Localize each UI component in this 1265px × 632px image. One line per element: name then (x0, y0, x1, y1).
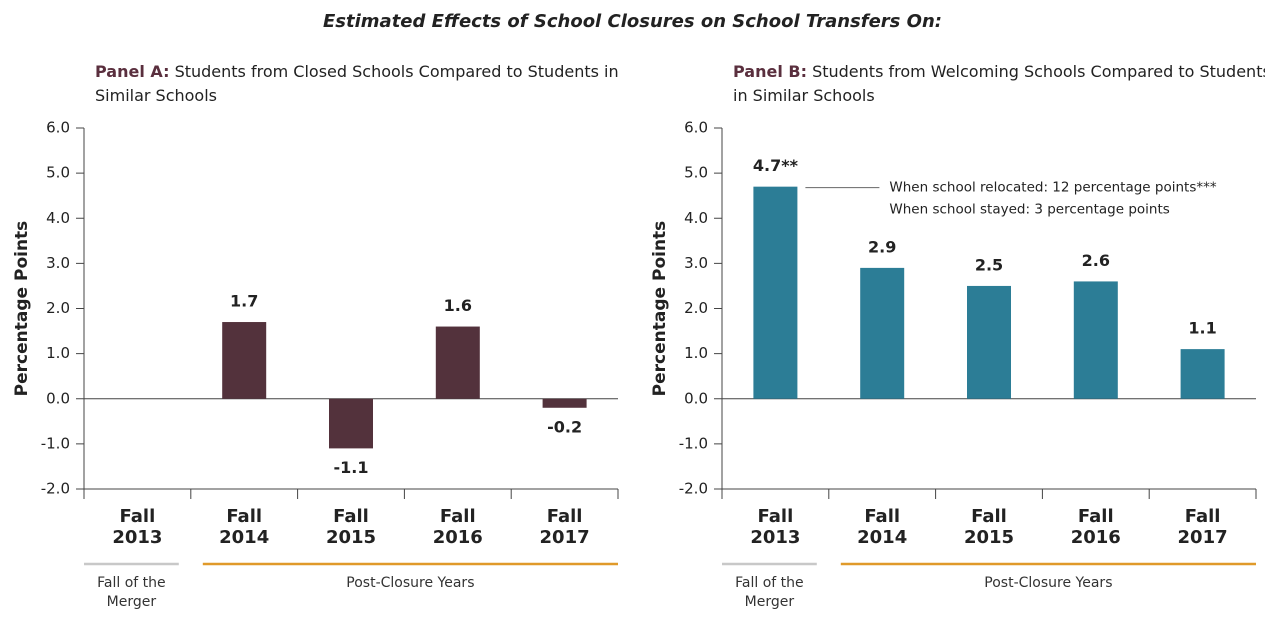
y-tick-label: 4.0 (684, 209, 708, 227)
x-tick-label: Fall 2016 (432, 506, 483, 548)
y-tick-label: 5.0 (684, 164, 708, 182)
panel-label: Panel A: (95, 62, 170, 81)
page-title: Estimated Effects of School Closures on … (323, 11, 942, 32)
y-axis-label: Percentage Points (650, 221, 670, 397)
value-label: 4.7** (753, 156, 799, 175)
y-tick-label: 0.0 (684, 389, 708, 407)
x-tick-label: Fall 2013 (112, 506, 163, 548)
y-tick-label: 2.0 (684, 299, 708, 317)
y-tick-label: -1.0 (679, 434, 708, 452)
value-label: -0.2 (547, 417, 582, 436)
y-tick-label: 6.0 (684, 119, 708, 137)
panel-subtitle: Students from Welcoming Schools Compared… (733, 62, 1265, 105)
group-label: Post-Closure Years (984, 575, 1113, 591)
y-tick-label: 3.0 (684, 254, 708, 272)
bar (1180, 349, 1225, 399)
x-tick-label: Fall 2015 (963, 506, 1015, 548)
value-label: -1.1 (334, 458, 369, 477)
annotation: When school stayed: 3 percentage points (889, 202, 1169, 218)
bar (435, 326, 480, 399)
x-tick-label: Fall 2013 (750, 506, 801, 548)
x-tick-label: Fall 2017 (539, 506, 590, 548)
x-tick-label: Fall 2017 (1177, 506, 1228, 548)
panel-subtitle: Students from Closed Schools Compared to… (95, 62, 619, 105)
y-tick-label: 0.0 (46, 389, 70, 407)
value-label: 2.6 (1082, 251, 1110, 270)
bar (329, 398, 373, 449)
bar (967, 285, 1011, 399)
group-label: Fall of the Merger (735, 575, 804, 610)
y-tick-label: -1.0 (41, 434, 70, 452)
x-tick-label: Fall 2014 (857, 506, 908, 548)
y-tick-label: 3.0 (46, 254, 70, 272)
x-tick-label: Fall 2016 (1070, 506, 1121, 548)
y-tick-label: 2.0 (46, 299, 70, 317)
bar (1073, 281, 1118, 399)
y-tick-label: 6.0 (46, 119, 70, 137)
value-label: 1.7 (230, 292, 258, 311)
group-label: Post-Closure Years (346, 575, 475, 591)
x-tick-label: Fall 2014 (219, 506, 270, 548)
y-tick-label: 5.0 (46, 164, 70, 182)
value-label: 2.9 (868, 237, 896, 256)
panel-heading: Panel B: Students from Welcoming Schools… (733, 60, 1265, 108)
group-label: Fall of the Merger (97, 575, 166, 610)
bar (222, 322, 267, 399)
x-tick-label: Fall 2015 (325, 506, 377, 548)
value-label: 2.5 (975, 255, 1003, 274)
y-tick-label: 1.0 (46, 344, 70, 362)
value-label: 1.6 (444, 296, 472, 315)
panel-heading: Panel A: Students from Closed Schools Co… (95, 60, 635, 108)
bar (753, 186, 798, 399)
panel-label: Panel B: (733, 62, 807, 81)
value-label: 1.1 (1188, 319, 1216, 338)
y-tick-label: 4.0 (46, 209, 70, 227)
bar (542, 398, 587, 408)
y-tick-label: -2.0 (679, 480, 708, 498)
y-axis-label: Percentage Points (12, 221, 32, 397)
annotation: When school relocated: 12 percentage poi… (889, 180, 1216, 196)
y-tick-label: -2.0 (41, 480, 70, 498)
y-tick-label: 1.0 (684, 344, 708, 362)
bar (860, 267, 905, 399)
